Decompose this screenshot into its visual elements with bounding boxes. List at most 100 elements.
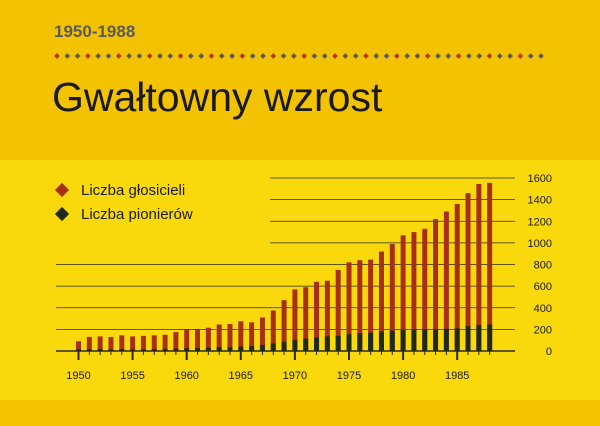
- legend-label-pioneers: Liczba pionierów: [81, 205, 193, 223]
- year-range-label: 1950-1988: [54, 22, 136, 41]
- y-tick-label: 0: [546, 346, 552, 358]
- bar-publishers: [400, 235, 406, 351]
- bar-pioneers: [465, 326, 471, 351]
- bar-pioneers: [249, 346, 255, 351]
- bar-publishers: [335, 269, 341, 351]
- y-tick-label: 1600: [528, 173, 552, 185]
- bar-pioneers: [476, 325, 482, 351]
- divider-dot: [301, 53, 307, 59]
- bar-publishers: [433, 219, 439, 351]
- divider-dot: [342, 53, 349, 59]
- y-tick-label: 400: [534, 303, 552, 315]
- bar-pioneers: [97, 349, 103, 351]
- bar-pioneers: [76, 349, 81, 351]
- divider-dot: [54, 53, 60, 59]
- legend-label-publishers: Liczba głosicieli: [81, 181, 186, 199]
- divider-dot: [383, 53, 390, 59]
- divider-dot: [517, 53, 524, 59]
- x-tick-label: 1980: [391, 370, 415, 382]
- divider-dot: [64, 53, 71, 59]
- bar-publishers: [162, 334, 168, 351]
- bar-publishers: [281, 300, 287, 351]
- bar-publishers: [314, 281, 320, 351]
- bar-pioneers: [162, 348, 168, 351]
- bar-publishers: [151, 335, 157, 351]
- bar-pioneers: [292, 340, 298, 351]
- legend-item-pioneers: Liczba pionierów: [54, 202, 193, 226]
- x-tick-label: 1970: [283, 370, 307, 382]
- bar-pioneers: [400, 329, 406, 351]
- divider-dot: [115, 53, 122, 59]
- divider-dot: [445, 53, 452, 59]
- bar-publishers: [86, 336, 92, 351]
- divider-dot: [538, 53, 544, 59]
- bar-publishers: [324, 280, 330, 351]
- bar-pioneers: [119, 349, 125, 351]
- bar-pioneers: [346, 334, 352, 351]
- chart-legend: Liczba głosicieli Liczba pionierów: [54, 178, 193, 226]
- divider-dot: [105, 53, 112, 59]
- divider-dot: [229, 53, 235, 59]
- x-tick-label: 1975: [337, 370, 361, 382]
- bar-publishers: [487, 182, 493, 351]
- divider-dot: [291, 53, 297, 59]
- bar-pioneers: [140, 349, 146, 351]
- bar-pioneers: [173, 348, 179, 351]
- divider-dot: [198, 53, 204, 59]
- y-tick-label: 1200: [528, 216, 552, 228]
- divider-dot: [74, 53, 81, 59]
- bar-pioneers: [259, 345, 265, 351]
- decorative-dot-divider: [54, 53, 544, 59]
- divider-dot: [332, 53, 338, 59]
- divider-dot: [311, 53, 318, 59]
- bar-pioneers: [357, 333, 363, 351]
- bar-publishers: [205, 327, 211, 351]
- y-tick-label: 200: [534, 324, 552, 336]
- bar-pioneers: [454, 328, 460, 351]
- bar-pioneers: [184, 348, 190, 351]
- x-tick-label: 1965: [229, 370, 253, 382]
- bar-pioneers: [389, 330, 395, 351]
- bar-pioneers: [368, 332, 374, 351]
- y-tick-label: 1000: [528, 238, 552, 250]
- divider-dot: [496, 53, 503, 59]
- divider-dot: [321, 53, 328, 59]
- bottom-background-band: [0, 400, 600, 426]
- bar-publishers: [119, 335, 125, 351]
- divider-dot: [486, 53, 493, 59]
- y-tick-label: 1400: [528, 195, 552, 207]
- bar-publishers: [76, 341, 81, 351]
- bar-publishers: [97, 336, 103, 351]
- divider-dot: [280, 53, 287, 59]
- bar-publishers: [249, 322, 255, 351]
- divider-dot: [146, 53, 153, 59]
- bar-pioneers: [86, 349, 92, 351]
- bar-pioneers: [422, 329, 428, 351]
- bar-pioneers: [216, 347, 222, 351]
- bar-publishers: [140, 335, 146, 351]
- bar-publishers: [346, 262, 352, 351]
- divider-dot: [466, 53, 472, 59]
- divider-dot: [455, 53, 462, 59]
- top-background-band: [0, 0, 600, 160]
- growth-bar-chart: 0 200 400 600 800 1000 1200 1400 1600 1950 1955 196…: [56, 173, 552, 382]
- bar-pioneers: [270, 343, 276, 351]
- x-tick-label: 1960: [174, 370, 198, 382]
- bar-publishers: [173, 332, 179, 351]
- bar-publishers: [303, 287, 309, 351]
- y-tick-label: 600: [534, 281, 552, 293]
- divider-dot: [126, 53, 132, 59]
- divider-dot: [260, 53, 266, 59]
- bar-pioneers: [227, 347, 233, 351]
- bar-publishers: [389, 243, 395, 351]
- bar-publishers: [130, 336, 136, 351]
- bar-publishers: [454, 203, 460, 351]
- bar-publishers: [195, 329, 201, 351]
- bar-publishers: [443, 211, 449, 351]
- bar-pioneers: [281, 341, 287, 351]
- bar-publishers: [238, 321, 244, 351]
- divider-dot: [435, 53, 441, 59]
- divider-dot: [424, 53, 431, 59]
- bar-pioneers: [314, 337, 320, 351]
- divider-dot: [208, 53, 215, 59]
